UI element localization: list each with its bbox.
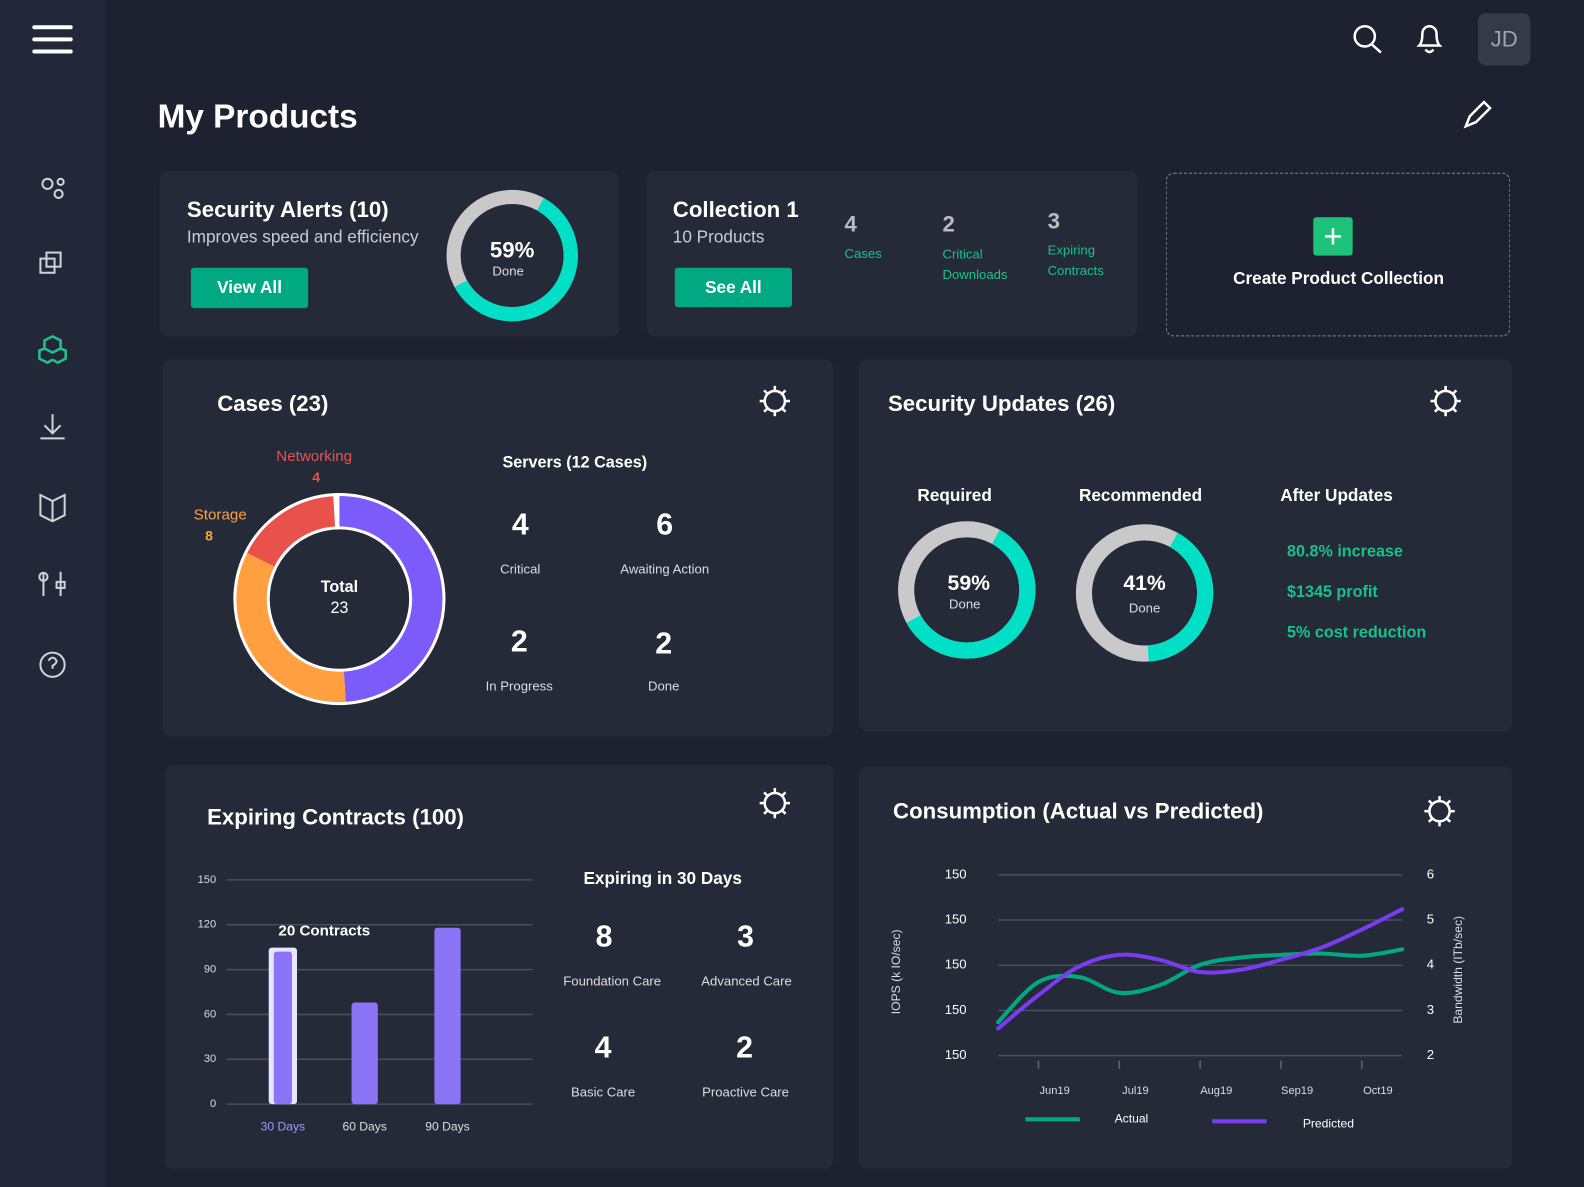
stat-value: 2 — [655, 627, 673, 661]
progress-caption: Done — [492, 263, 524, 279]
avatar[interactable] — [1477, 13, 1531, 66]
stat-value: 4 — [511, 508, 529, 542]
card-subtitle: Improves speed and efficiency — [186, 227, 419, 247]
update-benefit: 5% cost reduction — [1286, 624, 1427, 642]
stat-label: Critical Downloads — [942, 246, 1008, 282]
card-title: Cases (23) — [217, 390, 329, 417]
gauge-label: 59% — [947, 571, 991, 596]
security-alerts-card — [159, 170, 620, 337]
top-icons[interactable] — [1353, 25, 1492, 129]
segment-name: Storage — [193, 506, 247, 524]
stat-value: 8 — [595, 920, 613, 954]
stat-value: 2 — [510, 625, 528, 659]
stat-value: 2 — [942, 211, 955, 237]
stat-label: Expiring Contracts — [1047, 242, 1104, 278]
card-subtitle: 10 Products — [672, 227, 765, 247]
see-all-button[interactable]: See All — [674, 267, 792, 308]
card-title: Expiring Contracts (100) — [207, 804, 464, 830]
stat-value: 3 — [737, 920, 754, 954]
stat-label: Advanced Care — [701, 973, 792, 989]
stat-label: Basic Care — [570, 1084, 636, 1100]
stat-label: Cases — [844, 245, 882, 262]
gauge-title: Recommended — [1078, 485, 1203, 506]
stat-value: 2 — [736, 1031, 753, 1065]
stat-value: 4 — [844, 211, 857, 237]
card-title: Security Updates (26) — [887, 390, 1116, 417]
card-title: Security Alerts (10) — [186, 196, 389, 223]
stat-value: 6 — [656, 508, 674, 542]
stat-label: Critical — [500, 561, 541, 577]
create-collection-card[interactable] — [1165, 172, 1511, 337]
donut-center-label: Total — [320, 578, 359, 597]
view-all-button[interactable]: View All — [190, 267, 309, 309]
page-title: My Products — [157, 96, 358, 135]
donut-center-value: 23 — [330, 600, 349, 618]
progress-label: 59% — [489, 237, 535, 263]
stat-label: In Progress — [485, 678, 553, 694]
card-title: Collection 1 — [672, 196, 799, 223]
sidebar — [0, 0, 106, 1187]
stat-label: Done — [648, 678, 680, 694]
section-title: Servers (12 Cases) — [502, 454, 648, 472]
stat-label: Awaiting Action — [620, 561, 710, 577]
gauge-label: 41% — [1123, 571, 1166, 596]
stat-value: 3 — [1047, 208, 1060, 234]
create-collection-label[interactable]: Create Product Collection — [1233, 268, 1444, 288]
segment-value: 4 — [312, 468, 321, 485]
update-benefit: 80.8% increase — [1286, 543, 1403, 561]
gauge-caption: Done — [1128, 600, 1161, 616]
segment-value: 8 — [205, 527, 214, 544]
gauge-title: Required — [917, 485, 992, 506]
stat-label: Foundation Care — [563, 973, 662, 989]
stat-label: Proactive Care — [702, 1084, 789, 1100]
stat-value: 4 — [594, 1031, 612, 1065]
collection-card — [646, 170, 1138, 337]
section-title: Expiring in 30 Days — [583, 868, 742, 888]
card-title: Consumption (Actual vs Predicted) — [893, 798, 1264, 824]
gauge-caption: Done — [949, 596, 981, 612]
section-title: After Updates — [1280, 485, 1393, 506]
avatar-initials[interactable]: JD — [1490, 26, 1518, 52]
segment-name: Networking — [276, 448, 353, 466]
consumption-card — [858, 766, 1513, 1169]
update-benefit: $1345 profit — [1286, 583, 1378, 602]
